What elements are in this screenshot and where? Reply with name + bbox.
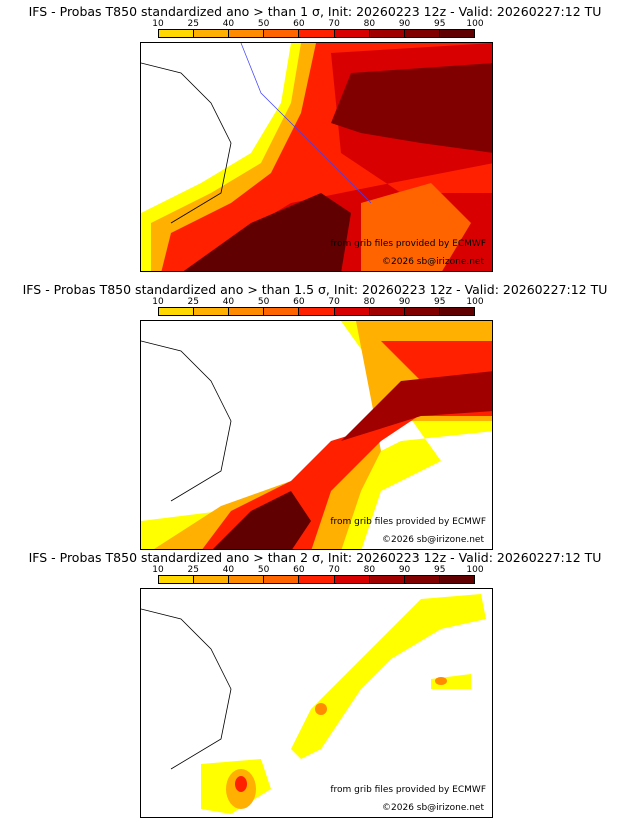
- colorbar-tick-label: 60: [293, 297, 305, 307]
- colorbar-segment: [299, 308, 335, 315]
- map-panel-1-5sigma: IFS - Probas T850 standardized ano > tha…: [0, 282, 630, 552]
- credit-ecmwf: from grib files provided by ECMWF: [330, 785, 486, 795]
- colorbar-segment: [369, 30, 405, 37]
- colorbar-tick-label: 90: [398, 19, 411, 29]
- colorbar-tick-label: 25: [187, 565, 199, 575]
- colorbar-segment: [299, 576, 335, 583]
- colorbar-tick-label: 70: [328, 297, 340, 307]
- colorbar-tick-label: 80: [363, 19, 376, 29]
- colorbar-tick-label: 80: [363, 297, 376, 307]
- colorbar-tick-label: 25: [187, 19, 199, 29]
- colorbar-segment: [439, 308, 474, 315]
- colorbar: [158, 575, 475, 584]
- colorbar-tick-label: 40: [222, 297, 235, 307]
- colorbar-tick-label: 100: [466, 19, 484, 29]
- colorbar-ticks: 10 25 40 50 60 70 80 90 95 100: [152, 565, 483, 575]
- probability-map: from grib files provided by ECMWF ©2026 …: [140, 588, 493, 818]
- colorbar-tick-label: 40: [222, 565, 235, 575]
- colorbar-segment: [404, 576, 440, 583]
- colorbar-ticks: 10 25 40 50 60 70 80 90 95 100: [152, 19, 483, 29]
- map-shading: [141, 43, 492, 271]
- colorbar-tick-label: 40: [222, 19, 235, 29]
- colorbar-tick-label: 80: [363, 565, 376, 575]
- panel-title: IFS - Probas T850 standardized ano > tha…: [22, 282, 608, 297]
- colorbar-tick-label: 70: [328, 19, 340, 29]
- colorbar-segment: [404, 30, 440, 37]
- credit-copyright: ©2026 sb@irizone.net: [382, 257, 484, 267]
- colorbar-segment: [369, 576, 405, 583]
- colorbar-segment: [229, 308, 265, 315]
- colorbar-tick-label: 25: [187, 297, 199, 307]
- colorbar-segment: [334, 308, 370, 315]
- colorbar-tick-label: 95: [434, 19, 446, 29]
- probability-map: from grib files provided by ECMWF ©2026 …: [140, 42, 493, 272]
- colorbar-tick-label: 90: [398, 565, 411, 575]
- colorbar-segment: [159, 30, 195, 37]
- colorbar-tick-label: 10: [152, 565, 164, 575]
- colorbar-ticks: 10 25 40 50 60 70 80 90 95 100: [152, 297, 483, 307]
- colorbar-segment: [264, 30, 300, 37]
- colorbar-tick-label: 10: [152, 297, 164, 307]
- colorbar: [158, 29, 475, 38]
- colorbar-tick-label: 10: [152, 19, 164, 29]
- probability-map: from grib files provided by ECMWF ©2026 …: [140, 320, 493, 550]
- colorbar-tick-label: 70: [328, 565, 340, 575]
- colorbar-segment: [159, 308, 195, 315]
- map-shading: [141, 594, 486, 814]
- colorbar-segment: [264, 308, 300, 315]
- colorbar-segment: [369, 308, 405, 315]
- credit-copyright: ©2026 sb@irizone.net: [382, 535, 484, 545]
- colorbar: [158, 307, 475, 316]
- colorbar-segment: [194, 30, 230, 37]
- colorbar-segment: [439, 30, 474, 37]
- colorbar-tick-label: 95: [434, 565, 446, 575]
- colorbar-tick-label: 95: [434, 297, 446, 307]
- colorbar-segment: [264, 576, 300, 583]
- colorbar-tick-label: 60: [293, 19, 305, 29]
- colorbar-tick-label: 100: [466, 565, 484, 575]
- colorbar-segment: [334, 30, 370, 37]
- map-panel-1sigma: IFS - Probas T850 standardized ano > tha…: [0, 4, 630, 274]
- colorbar-segment: [439, 576, 474, 583]
- panel-title: IFS - Probas T850 standardized ano > tha…: [28, 4, 602, 19]
- colorbar-segment: [299, 30, 335, 37]
- credit-copyright: ©2026 sb@irizone.net: [382, 803, 484, 813]
- colorbar-segment: [334, 576, 370, 583]
- colorbar-tick-label: 60: [293, 565, 305, 575]
- colorbar-segment: [404, 308, 440, 315]
- colorbar-tick-label: 100: [466, 297, 484, 307]
- colorbar-segment: [159, 576, 195, 583]
- colorbar-tick-label: 50: [257, 297, 270, 307]
- colorbar-tick-label: 50: [257, 565, 270, 575]
- colorbar-segment: [194, 308, 230, 315]
- credit-ecmwf: from grib files provided by ECMWF: [330, 239, 486, 249]
- colorbar-tick-label: 50: [257, 19, 270, 29]
- colorbar-segment: [229, 30, 265, 37]
- credit-ecmwf: from grib files provided by ECMWF: [330, 517, 486, 527]
- map-panel-2sigma: IFS - Probas T850 standardized ano > tha…: [0, 550, 630, 820]
- panel-title: IFS - Probas T850 standardized ano > tha…: [28, 550, 602, 565]
- colorbar-segment: [229, 576, 265, 583]
- colorbar-segment: [194, 576, 230, 583]
- colorbar-tick-label: 90: [398, 297, 411, 307]
- map-shading: [141, 321, 492, 549]
